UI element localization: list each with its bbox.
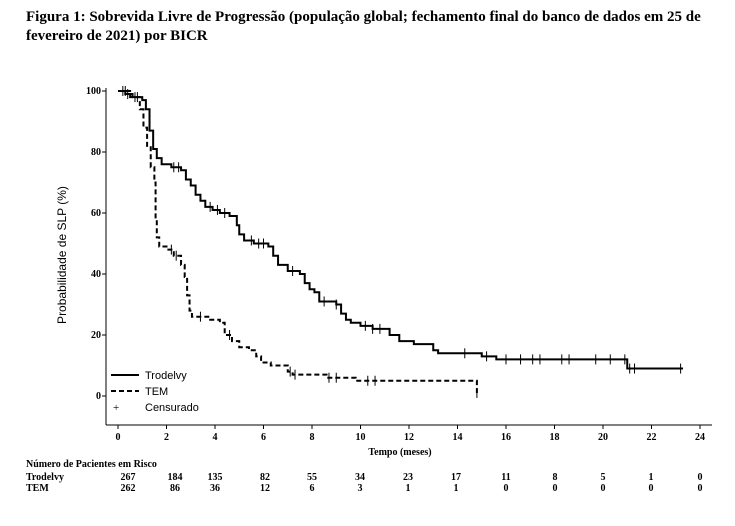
x-tick-label: 14 xyxy=(453,432,463,443)
y-axis-label: Probabilidade de SLP (%) xyxy=(55,186,69,324)
curves xyxy=(118,90,684,393)
risk-cell: 82 xyxy=(260,472,270,483)
x-tick-label: 18 xyxy=(550,432,560,443)
risk-cell: 12 xyxy=(260,483,270,494)
risk-cell: 184 xyxy=(167,472,183,483)
risk-cell: 6 xyxy=(309,483,315,494)
risk-cell: 3 xyxy=(357,483,363,494)
risk-cell: 34 xyxy=(355,472,365,483)
legend-censor-symbol: + xyxy=(113,402,119,414)
censor-marks xyxy=(122,86,682,398)
x-tick-label: 6 xyxy=(261,432,266,443)
x-axis-label: Tempo (meses) xyxy=(368,447,431,458)
risk-cell: 1 xyxy=(405,483,411,494)
x-tick-label: 24 xyxy=(695,432,705,443)
risk-cell: 267 xyxy=(120,472,136,483)
risk-table-title: Número de Pacientes em Risco xyxy=(26,459,157,470)
risk-cell: 0 xyxy=(600,483,606,494)
risk-cell: 8 xyxy=(552,472,558,483)
risk-cell: 0 xyxy=(648,483,654,494)
risk-cell: 55 xyxy=(307,472,317,483)
risk-cell: 5 xyxy=(600,472,606,483)
x-tick-label: 22 xyxy=(647,432,657,443)
x-tick-label: 0 xyxy=(116,432,121,443)
figure-caption: Figura 1: Sobrevida Livre de Progressão … xyxy=(26,9,701,44)
y-tick-label: 80 xyxy=(91,147,101,158)
curve-trodelvy xyxy=(118,90,684,370)
legend: Trodelvy TEM + Censurado xyxy=(111,370,199,414)
risk-cell: 17 xyxy=(451,472,461,483)
risk-row-label: TEM xyxy=(26,483,49,494)
axes xyxy=(105,88,712,426)
legend-label: TEM xyxy=(145,386,168,398)
risk-cell: 0 xyxy=(697,472,703,483)
risk-cell: 11 xyxy=(501,472,511,483)
risk-cell: 0 xyxy=(552,483,558,494)
risk-cell: 0 xyxy=(697,483,703,494)
y-tick-label: 60 xyxy=(91,208,101,219)
risk-cell: 1 xyxy=(648,472,654,483)
legend-label: Trodelvy xyxy=(145,370,187,382)
risk-cell: 1 xyxy=(453,483,459,494)
risk-cell: 0 xyxy=(503,483,509,494)
x-tick-label: 8 xyxy=(310,432,315,443)
x-tick-label: 2 xyxy=(164,432,169,443)
y-tick-label: 20 xyxy=(91,330,101,341)
x-tick-label: 16 xyxy=(501,432,511,443)
y-tick-label: 0 xyxy=(96,391,101,402)
risk-cell: 36 xyxy=(210,483,220,494)
risk-cell: 135 xyxy=(207,472,223,483)
legend-label: Censurado xyxy=(145,402,199,414)
risk-cell: 86 xyxy=(170,483,180,494)
x-tick-label: 4 xyxy=(213,432,218,443)
risk-cell: 262 xyxy=(120,483,136,494)
x-tick-label: 10 xyxy=(356,432,366,443)
y-tick-label: 100 xyxy=(86,86,101,97)
x-tick-label: 20 xyxy=(598,432,608,443)
risk-cell: 23 xyxy=(403,472,413,483)
y-tick-label: 40 xyxy=(91,269,101,280)
risk-row-label: Trodelvy xyxy=(26,472,64,483)
x-tick-label: 12 xyxy=(404,432,414,443)
curve-tem xyxy=(118,90,478,393)
